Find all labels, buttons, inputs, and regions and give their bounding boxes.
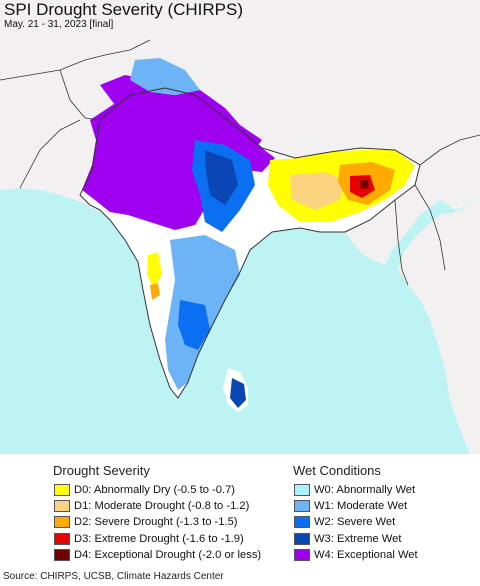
legend-item-d2: D2: Severe Drought (-1.3 to -1.5) — [54, 515, 261, 530]
land-southeast — [398, 200, 480, 454]
region-exceptional-drought-east — [360, 180, 369, 189]
legend-swatch — [294, 516, 310, 529]
legend-item-d1: D1: Moderate Drought (-0.8 to -1.2) — [54, 498, 261, 513]
legend-swatch — [294, 499, 310, 512]
legend-swatch — [54, 549, 70, 562]
legend-label: W1: Moderate Wet — [314, 499, 408, 512]
border-northwest — [0, 39, 151, 189]
legend-swatch — [54, 483, 70, 496]
legend-label: W2: Severe Wet — [314, 516, 396, 529]
legend-list-drought: D0: Abnormally Dry (-0.5 to -0.7) D1: Mo… — [54, 482, 261, 564]
legend-label: D3: Extreme Drought (-1.6 to -1.9) — [74, 532, 244, 545]
legend-swatch — [294, 549, 310, 562]
legend-swatch — [54, 532, 70, 545]
legend-label: W3: Extreme Wet — [314, 532, 402, 545]
legend-label: D1: Moderate Drought (-0.8 to -1.2) — [74, 499, 250, 512]
legend-title-wet: Wet Conditions — [293, 463, 381, 478]
legend-label: W4: Exceptional Wet — [314, 549, 418, 562]
legend-title-drought: Drought Severity — [53, 463, 150, 478]
legend-item-d0: D0: Abnormally Dry (-0.5 to -0.7) — [54, 482, 261, 497]
legend-label: D0: Abnormally Dry (-0.5 to -0.7) — [74, 483, 236, 496]
legend-swatch — [294, 483, 310, 496]
legend-swatch — [54, 516, 70, 529]
region-abnormally-dry-west — [147, 252, 162, 288]
legend-item-d4: D4: Exceptional Drought (-2.0 or less) — [54, 548, 261, 563]
legend-item-d3: D3: Extreme Drought (-1.6 to -1.9) — [54, 531, 261, 546]
legend-list-wet: W0: Abnormally Wet W1: Moderate Wet W2: … — [294, 482, 418, 564]
source-credit: Source: CHIRPS, UCSB, Climate Hazards Ce… — [3, 571, 224, 582]
legend-label: D4: Exceptional Drought (-2.0 or less) — [74, 549, 262, 562]
region-moderate-wet-north — [130, 58, 200, 95]
region-extreme-wet-central — [205, 150, 238, 205]
region-moderate-drought-east — [290, 172, 345, 210]
region-severe-wet-south — [178, 300, 210, 350]
drought-map — [0, 0, 480, 454]
map-subtitle: May. 21 - 31, 2023 [final] — [4, 19, 114, 30]
legend-label: D2: Severe Drought (-1.3 to -1.5) — [74, 516, 238, 529]
region-extreme-wet-srilanka — [230, 378, 246, 408]
legend-item-w1: W1: Moderate Wet — [294, 498, 418, 513]
border-east — [394, 134, 480, 286]
map-title: SPI Drought Severity (CHIRPS) — [4, 0, 244, 19]
legend-label: W0: Abnormally Wet — [314, 483, 416, 496]
legend-swatch — [54, 499, 70, 512]
legend-item-w3: W3: Extreme Wet — [294, 531, 418, 546]
legend-swatch — [294, 532, 310, 545]
legend-item-w0: W0: Abnormally Wet — [294, 482, 418, 497]
legend-item-w2: W2: Severe Wet — [294, 515, 418, 530]
border-india-outline — [79, 87, 421, 399]
legend-item-w4: W4: Exceptional Wet — [294, 548, 418, 563]
region-severe-drought-west — [150, 283, 160, 300]
region-exceptional-wet-northwest — [82, 90, 262, 230]
